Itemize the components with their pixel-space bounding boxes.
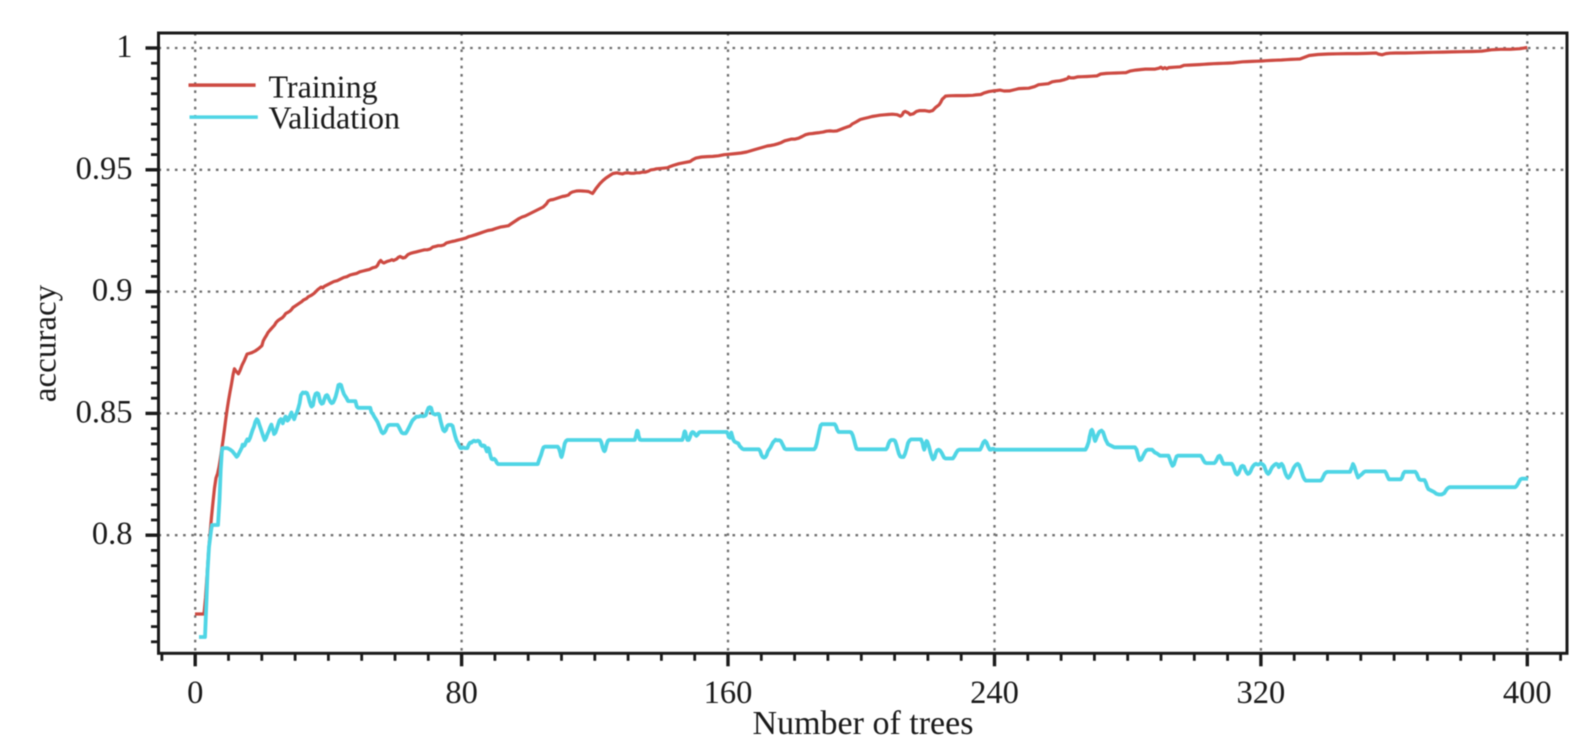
svg-text:0.9: 0.9 — [92, 273, 133, 309]
svg-text:0.8: 0.8 — [92, 516, 133, 552]
svg-text:accuracy: accuracy — [28, 284, 64, 402]
svg-text:Number of trees: Number of trees — [753, 705, 974, 742]
svg-text:0.95: 0.95 — [76, 151, 133, 187]
svg-text:0.85: 0.85 — [76, 394, 133, 430]
svg-text:Training: Training — [269, 69, 378, 105]
svg-text:Validation: Validation — [269, 100, 401, 136]
svg-text:320: 320 — [1237, 675, 1286, 711]
svg-text:0: 0 — [187, 675, 203, 711]
svg-text:400: 400 — [1503, 675, 1552, 711]
svg-text:1: 1 — [116, 29, 132, 65]
svg-text:160: 160 — [704, 675, 753, 711]
svg-text:80: 80 — [445, 675, 478, 711]
svg-text:240: 240 — [970, 675, 1019, 711]
